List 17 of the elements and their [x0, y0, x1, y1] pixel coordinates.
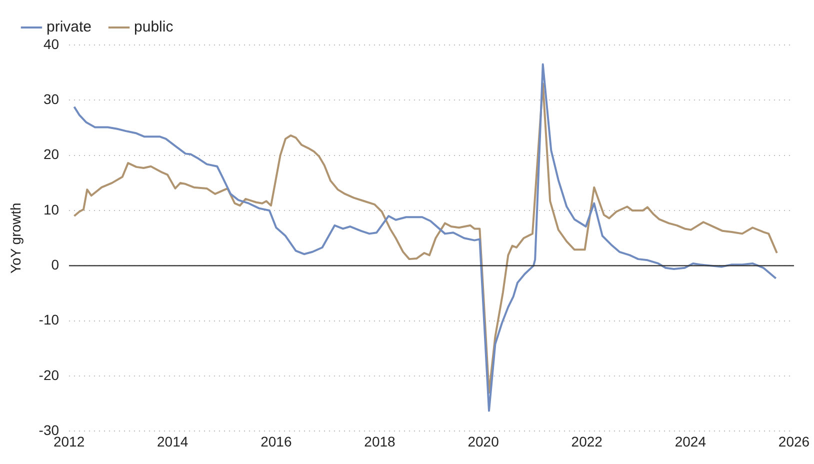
- x-tick-label: 2024: [674, 433, 706, 450]
- x-tick-label: 2018: [364, 433, 396, 450]
- x-tick-label: 2022: [571, 433, 603, 450]
- y-tick-label: 40: [43, 36, 60, 52]
- legend-label: private: [46, 18, 92, 36]
- y-tick-label: -10: [38, 312, 60, 328]
- y-tick-label: -20: [38, 366, 60, 383]
- x-tick-label: 2016: [260, 433, 292, 450]
- x-tick-label: 2014: [157, 433, 188, 450]
- y-tick-label: 30: [43, 91, 60, 108]
- legend-label: public: [134, 18, 174, 36]
- y-tick-label: 10: [43, 201, 60, 218]
- y-tick-label: 0: [51, 256, 60, 273]
- y-tick-label: 20: [43, 146, 60, 162]
- y-axis-title: YoY growth: [7, 202, 24, 274]
- x-tick-label: 2026: [778, 433, 810, 450]
- x-tick-label: 2020: [468, 433, 500, 450]
